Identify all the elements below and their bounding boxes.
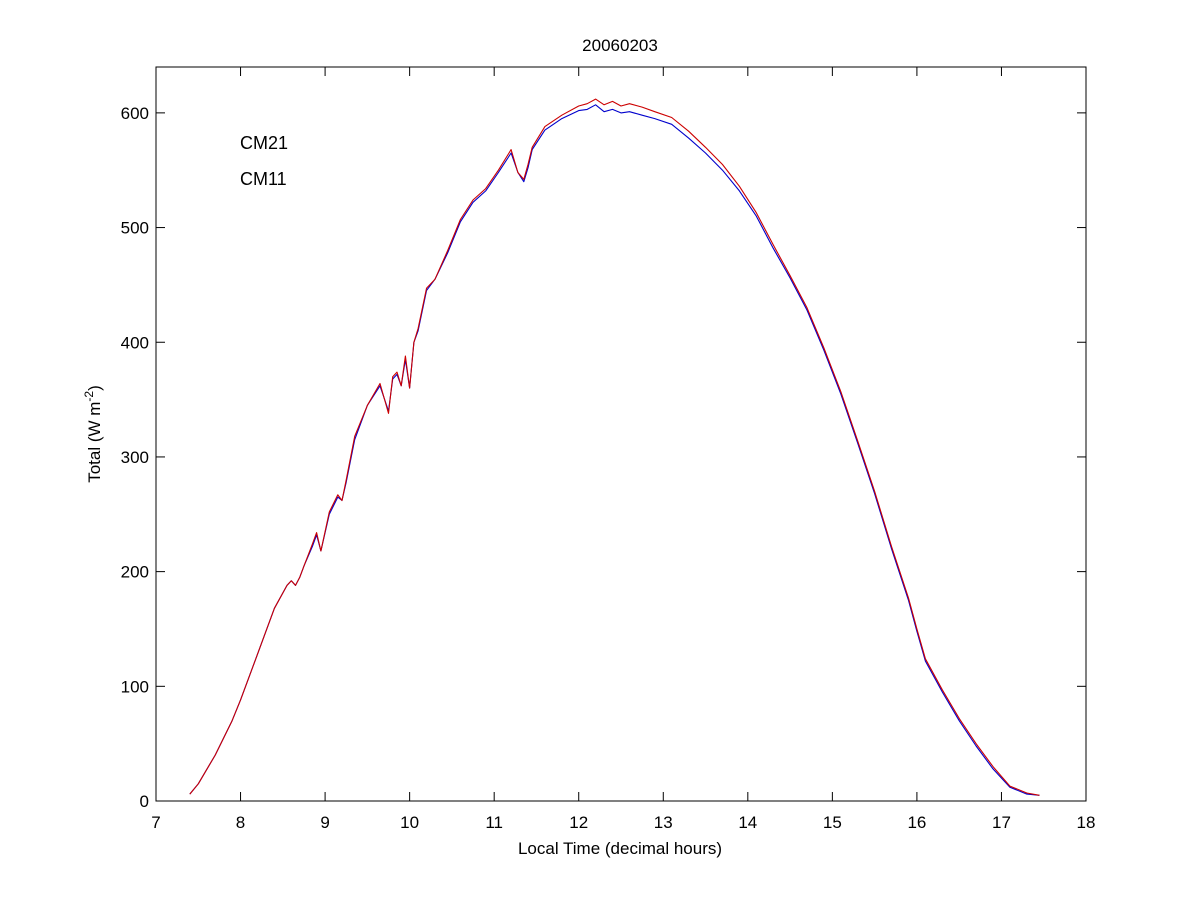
y-tick-label: 500 — [121, 219, 149, 238]
chart-title: 20060203 — [582, 36, 658, 55]
x-tick-label: 13 — [654, 813, 673, 832]
x-tick-label: 14 — [738, 813, 757, 832]
y-tick-label: 0 — [140, 792, 149, 811]
x-tick-label: 8 — [236, 813, 245, 832]
x-tick-label: 10 — [400, 813, 419, 832]
y-tick-label: 400 — [121, 333, 149, 352]
series-line-cm11 — [189, 98, 1040, 796]
x-tick-label: 7 — [151, 813, 160, 832]
x-tick-label: 15 — [823, 813, 842, 832]
x-tick-label: 12 — [569, 813, 588, 832]
x-tick-label: 18 — [1077, 813, 1096, 832]
y-tick-label: 200 — [121, 563, 149, 582]
x-tick-label: 16 — [907, 813, 926, 832]
y-tick-label: 600 — [121, 104, 149, 123]
y-axis-label-exponent: -2 — [82, 391, 96, 402]
y-axis-label-main: Total (W m — [85, 402, 104, 483]
y-tick-label: 300 — [121, 448, 149, 467]
x-tick-label: 9 — [320, 813, 329, 832]
plot-area-frame — [155, 66, 1087, 802]
y-tick-label: 100 — [121, 677, 149, 696]
y-axis-label: Total (W m-2) — [82, 385, 104, 483]
x-tick-label: 11 — [485, 813, 503, 832]
x-axis-label: Local Time (decimal hours) — [518, 839, 722, 858]
legend: CM21 CM11 — [240, 133, 288, 189]
legend-label-cm11: CM11 — [240, 169, 287, 189]
legend-label-cm21: CM21 — [240, 133, 288, 153]
y-axis-label-end: ) — [85, 385, 104, 391]
y-axis: 0 100 200 300 400 500 600 — [121, 104, 1086, 811]
x-axis: 7 8 9 10 11 12 13 14 15 16 17 18 — [151, 67, 1095, 832]
series-layer — [189, 98, 1040, 796]
x-tick-label: 17 — [992, 813, 1011, 832]
